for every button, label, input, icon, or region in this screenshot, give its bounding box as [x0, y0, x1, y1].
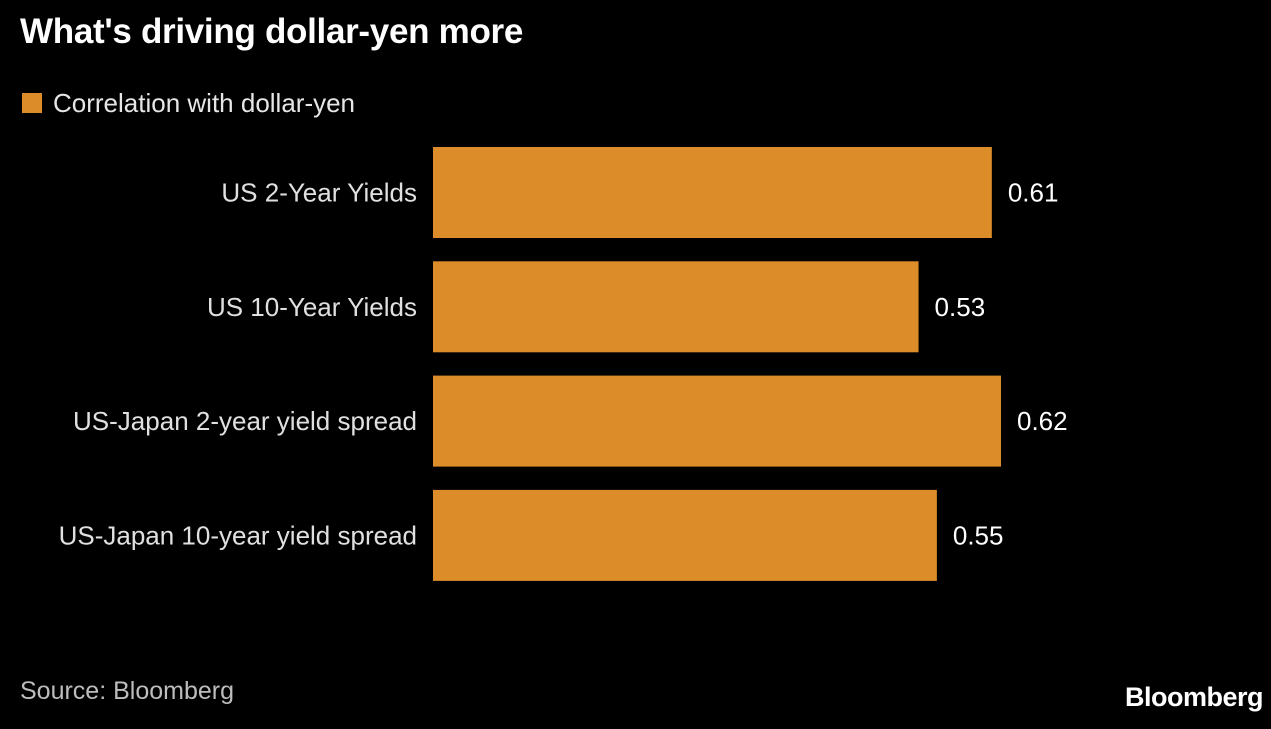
category-label: US 2-Year Yields	[221, 178, 417, 208]
data-label: 0.53	[935, 292, 986, 322]
bar	[433, 261, 919, 353]
chart-title: What's driving dollar-yen more	[20, 12, 524, 51]
bar	[433, 147, 992, 238]
category-label: US-Japan 2-year yield spread	[73, 406, 417, 436]
bar	[433, 489, 937, 581]
legend-swatch	[22, 93, 42, 113]
legend: Correlation with dollar-yen	[22, 86, 355, 120]
category-label: US-Japan 10-year yield spread	[59, 520, 417, 550]
legend-label: Correlation with dollar-yen	[53, 87, 356, 118]
data-label: 0.55	[953, 520, 1004, 550]
data-label: 0.62	[1017, 406, 1068, 436]
chart-bars: US 2-Year Yields 0.61 US 10-Year Yields 0.5…	[59, 147, 1068, 581]
category-label: US 10-Year Yields	[207, 292, 417, 322]
bar	[433, 375, 1001, 467]
data-label: 0.61	[1008, 178, 1059, 208]
source-note: Source: Bloomberg	[20, 677, 235, 705]
bloomberg-logo: Bloomberg	[1124, 682, 1264, 712]
